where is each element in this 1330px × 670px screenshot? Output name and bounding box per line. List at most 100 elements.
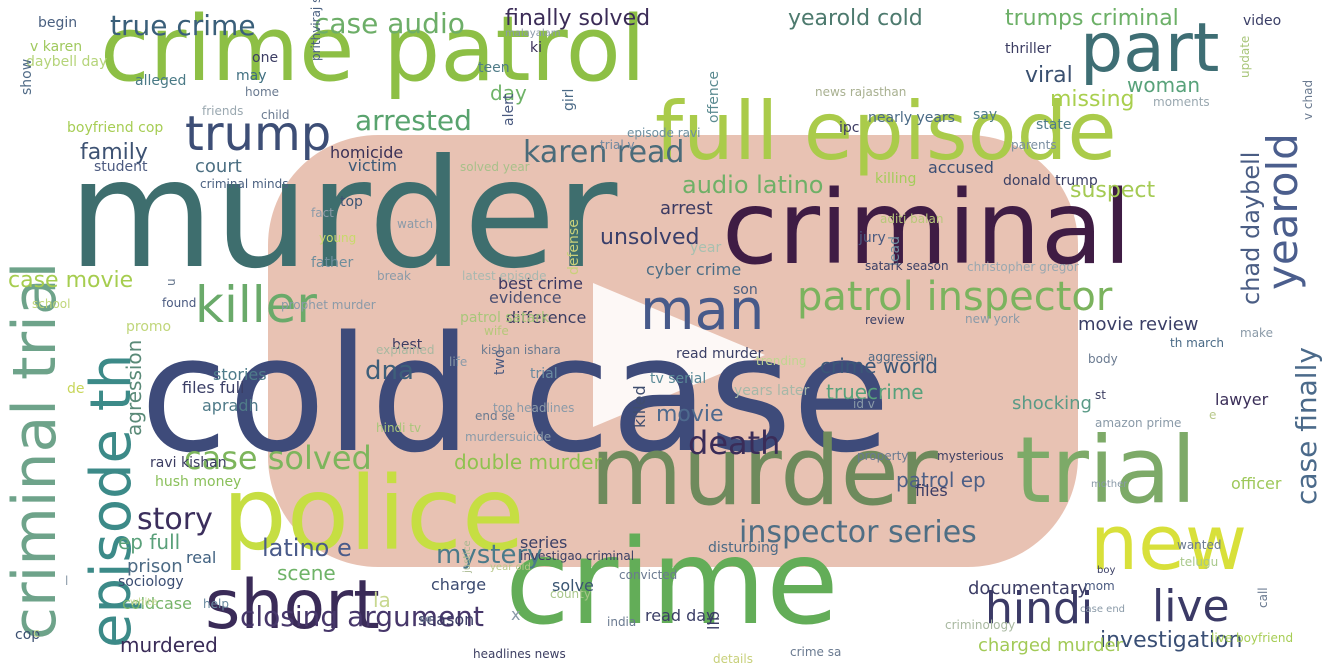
cloud-word: th march <box>1170 336 1225 350</box>
cloud-word: investigation <box>1100 628 1243 653</box>
cloud-word: top headlines <box>493 401 575 415</box>
cloud-word: scene <box>277 561 336 585</box>
cloud-word: convicted <box>619 568 678 582</box>
cloud-word: year old <box>490 562 531 573</box>
cloud-word: new york <box>965 312 1020 326</box>
cloud-word: files <box>915 481 948 500</box>
cloud-word: read murder <box>676 346 764 362</box>
cloud-word: coldcase <box>122 594 192 613</box>
cloud-word: help <box>203 597 229 611</box>
cloud-word: llb <box>704 610 723 630</box>
cloud-word: nearly years <box>868 110 955 126</box>
cloud-word: video <box>1243 13 1282 29</box>
cloud-word: read day <box>645 606 716 625</box>
cloud-word: killing <box>875 171 917 187</box>
cloud-word: show <box>19 58 35 95</box>
cloud-word: true crime <box>110 9 256 42</box>
cloud-word: student <box>94 159 148 175</box>
cloud-word: boyfriend cop <box>67 120 164 136</box>
cloud-word: live <box>1152 581 1230 632</box>
cloud-word: murdered <box>120 633 218 657</box>
cloud-word: audio latino <box>682 171 824 199</box>
cloud-word: mysterious <box>937 449 1004 463</box>
cloud-word: criminal <box>722 169 1132 288</box>
cloud-word: truecrime <box>826 380 924 404</box>
cloud-word: arrested <box>355 104 472 137</box>
cloud-word: investigao criminal <box>520 549 635 563</box>
cloud-word: update <box>1238 35 1252 78</box>
cloud-word: school <box>32 297 71 311</box>
cloud-word: e <box>1209 408 1217 422</box>
cloud-word: trial v <box>600 138 635 152</box>
cloud-word: apradh <box>202 396 259 415</box>
cloud-word: case solved <box>184 439 372 477</box>
cloud-word: trial <box>530 366 558 382</box>
cloud-word: ki <box>530 40 542 56</box>
cloud-word: year <box>690 240 722 256</box>
cloud-word: la <box>373 588 391 612</box>
cloud-word: crime sa <box>790 645 842 659</box>
cloud-word: life <box>449 355 468 369</box>
cloud-word: evidence <box>489 288 562 307</box>
cloud-word: crime <box>505 513 839 651</box>
cloud-word: defense <box>566 219 582 275</box>
cloud-word: wanted <box>1177 538 1222 552</box>
cloud-word: friends <box>202 104 244 118</box>
cloud-word: patrol inspector <box>797 274 1113 320</box>
cloud-word: criminology <box>945 618 1016 632</box>
cloud-word: aggression <box>868 350 934 364</box>
cloud-word: yearold cold <box>788 6 923 31</box>
cloud-word: finally solved <box>505 6 651 31</box>
cloud-word: files full <box>182 378 245 397</box>
cloud-word: kishan ishara <box>481 343 561 357</box>
cloud-word: telugu <box>1180 555 1219 569</box>
cloud-word: death <box>688 424 781 462</box>
cloud-word: episode ravi <box>627 126 701 140</box>
cloud-word: donald trump <box>1003 173 1098 189</box>
cloud-word: arrest <box>660 198 713 219</box>
cloud-word: prithviraj sukumaran <box>309 0 323 61</box>
cloud-word: real <box>186 548 217 567</box>
cloud-word: movie <box>656 402 724 427</box>
cloud-word: karen read <box>523 135 685 170</box>
cloud-word: family <box>80 140 148 165</box>
cloud-word: break <box>377 269 411 283</box>
cloud-word: man <box>640 278 765 343</box>
cloud-word: moments <box>1153 95 1210 109</box>
cloud-word: movie review <box>1078 314 1199 335</box>
cloud-word: closing argument <box>240 600 485 633</box>
cloud-word: cyber crime <box>646 260 742 279</box>
cloud-word: property <box>857 449 909 463</box>
cloud-word: details <box>713 652 753 666</box>
cloud-word: case audio <box>314 7 465 40</box>
cloud-word: top <box>340 194 363 210</box>
cloud-word: chad daybell <box>1237 151 1265 305</box>
cloud-word: christopher gregor <box>967 260 1079 274</box>
cloud-word: double murder <box>454 450 602 474</box>
cloud-word: inspector series <box>739 515 977 550</box>
cloud-word: solve <box>552 576 594 595</box>
cloud-word: found <box>162 296 197 310</box>
cloud-word: trump <box>185 106 332 162</box>
cloud-word: killed <box>630 385 649 428</box>
cloud-word: malayalam <box>505 28 561 39</box>
cloud-word: headlines news <box>473 647 566 661</box>
cloud-word: prison <box>127 556 183 577</box>
cloud-word: charge <box>431 575 487 594</box>
cloud-word: hindi tv <box>376 421 422 435</box>
cloud-word: trial <box>1015 417 1197 524</box>
cloud-word: hindi <box>985 583 1094 634</box>
cloud-word: murder <box>590 417 938 527</box>
cloud-word: criminal minds <box>200 177 289 191</box>
cloud-word: father <box>311 255 354 271</box>
cloud-word: hush money <box>155 474 242 490</box>
cloud-word: part <box>1080 9 1220 88</box>
cloud-word: satark season <box>865 259 949 273</box>
cloud-word: alert <box>501 93 517 126</box>
cloud-word: c <box>33 626 40 640</box>
cloud-word: missing <box>1050 87 1135 112</box>
cloud-word: body <box>1088 352 1118 366</box>
cloud-word: prophet murder <box>281 298 376 312</box>
cloud-word: id v <box>853 397 875 411</box>
